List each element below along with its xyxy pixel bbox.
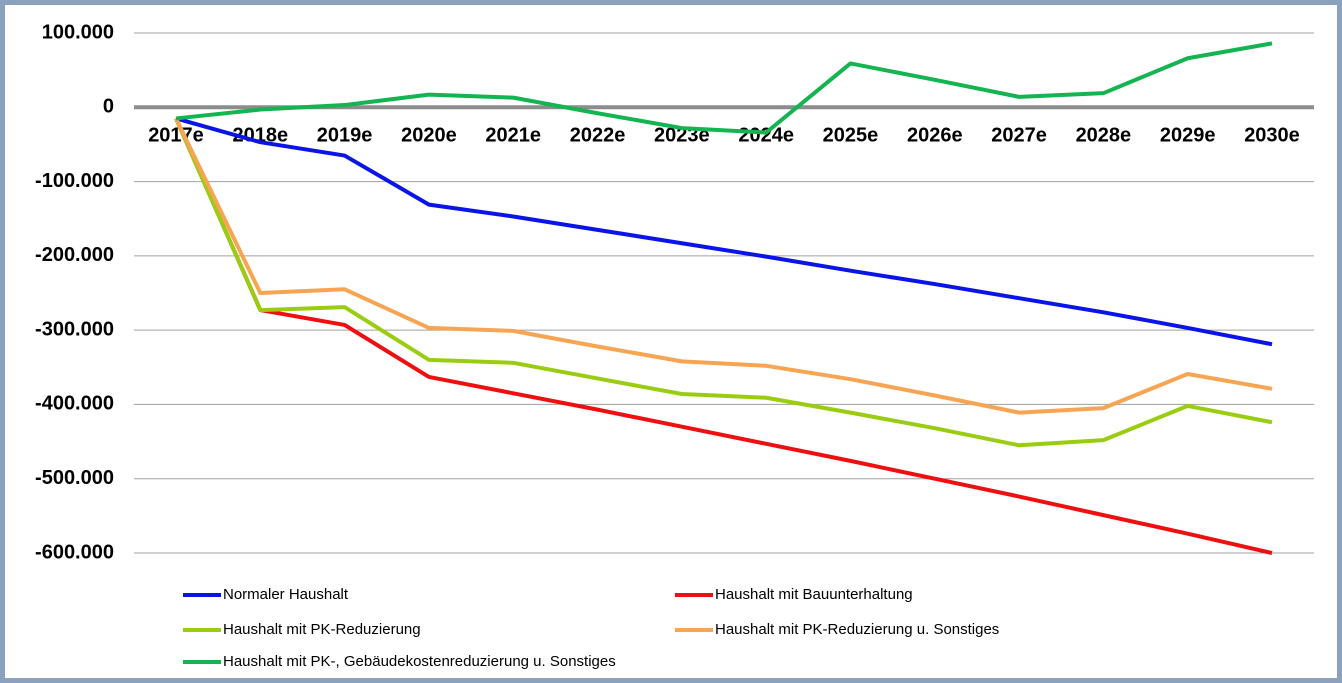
series-line: [174, 117, 1273, 448]
legend-label: Haushalt mit PK-Reduzierung u. Sonstiges: [715, 621, 999, 638]
x-tick-label: 2024e: [738, 125, 794, 147]
series-line: [175, 41, 1273, 135]
x-tick-label: 2030e: [1244, 125, 1300, 147]
y-tick-label: 100.000: [42, 21, 114, 43]
series-line: [174, 117, 1273, 415]
legend-label: Haushalt mit PK-, Gebäudekostenreduzieru…: [223, 653, 616, 670]
y-tick-label: -300.000: [35, 318, 114, 340]
x-tick-label: 2026e: [907, 125, 963, 147]
y-tick-label: -200.000: [35, 244, 114, 266]
legend-label: Normaler Haushalt: [223, 586, 349, 603]
x-tick-label: 2017e: [148, 125, 204, 147]
y-tick-label: -500.000: [35, 467, 114, 489]
x-tick-label: 2020e: [401, 125, 457, 147]
x-tick-label: 2019e: [317, 125, 373, 147]
x-tick-label: 2027e: [991, 125, 1047, 147]
y-tick-label: -100.000: [35, 170, 114, 192]
y-tick-label: -400.000: [35, 393, 114, 415]
series-line: [175, 116, 1273, 347]
x-tick-label: 2025e: [823, 125, 879, 147]
x-tick-label: 2021e: [485, 125, 541, 147]
series-line: [174, 117, 1273, 555]
x-tick-label: 2029e: [1160, 125, 1216, 147]
legend-label: Haushalt mit Bauunterhaltung: [715, 586, 913, 603]
y-tick-label: -600.000: [35, 541, 114, 563]
legend-label: Haushalt mit PK-Reduzierung: [223, 621, 421, 638]
x-tick-label: 2022e: [570, 125, 626, 147]
y-tick-label: 0: [103, 96, 114, 118]
x-tick-label: 2028e: [1076, 125, 1132, 147]
x-tick-label: 2018e: [232, 125, 288, 147]
